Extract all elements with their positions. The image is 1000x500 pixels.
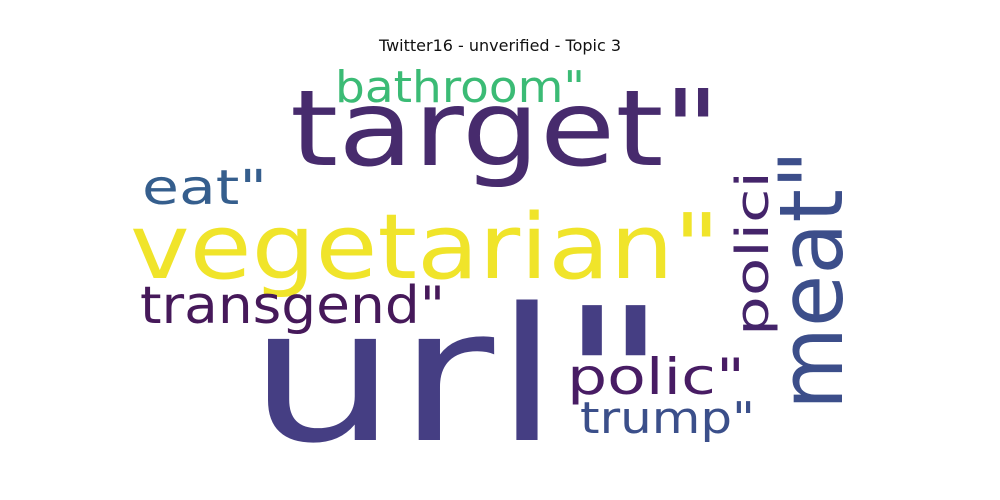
word-bathroom: bathroom" <box>335 62 585 113</box>
word-vegetarian: vegetarian" <box>130 195 720 300</box>
word-target: target" <box>290 68 720 190</box>
word-trump: trump" <box>580 393 755 444</box>
word-meat: meat" <box>760 150 863 410</box>
word-polici: polici <box>726 171 779 336</box>
chart-title: Twitter16 - unverified - Topic 3 <box>378 36 622 55</box>
word-polic: polic" <box>567 348 745 406</box>
word-eat: eat" <box>142 160 267 216</box>
word-url: url" <box>248 268 668 484</box>
words-layer: url" target"vegetarian" meat" bathroom" eat"… <box>130 62 863 484</box>
word-transgend: transgend" <box>140 276 445 336</box>
